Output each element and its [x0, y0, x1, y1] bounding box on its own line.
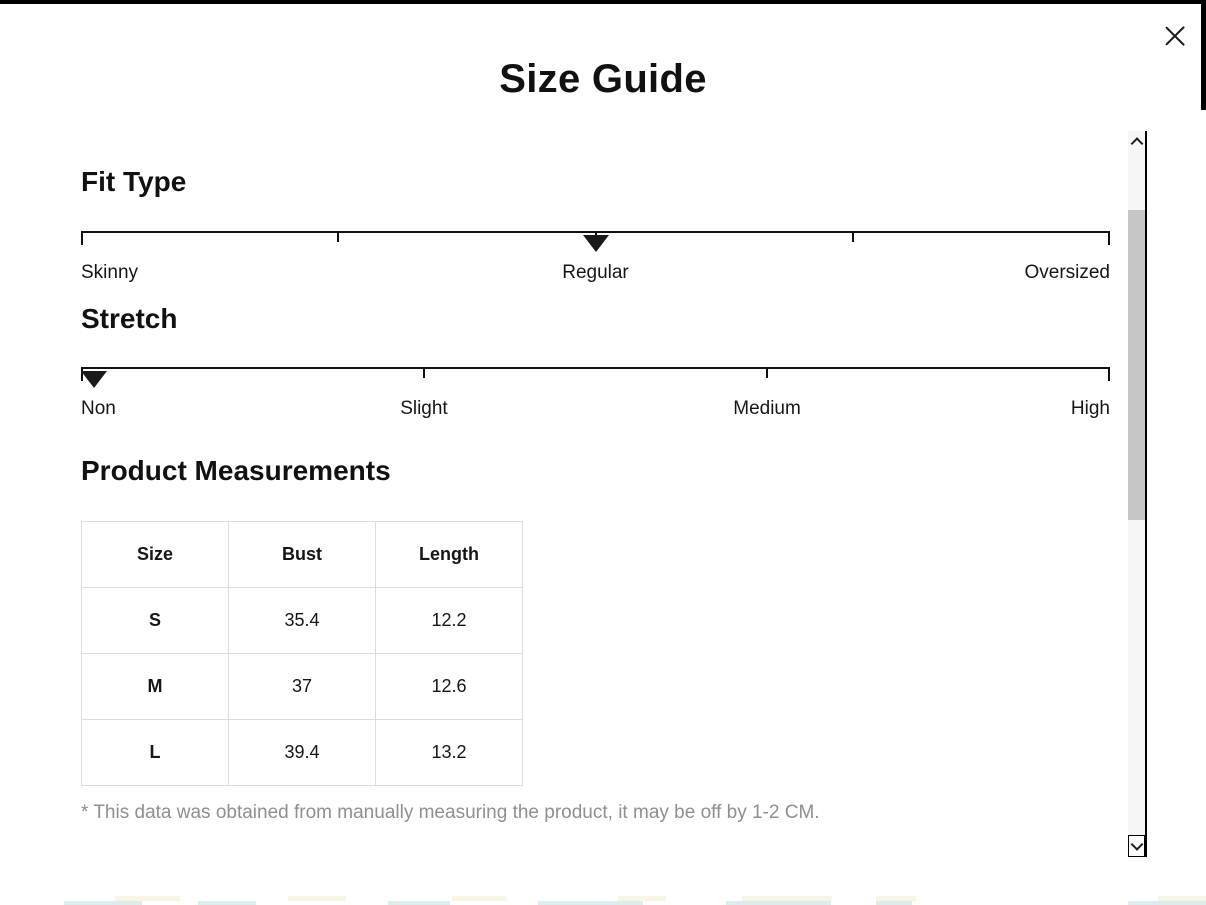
table-header-cell: Size	[81, 521, 229, 588]
measurements-table: Size Bust Length S 35.4 12.2 M 37 12.6 L 39.4 13.2	[81, 521, 523, 786]
background-fragment	[115, 896, 180, 901]
table-row: S 35.4 12.2	[81, 587, 523, 654]
table-cell: L	[81, 719, 229, 786]
product-measurements-heading: Product Measurements	[81, 455, 391, 486]
table-row: L 39.4 13.2	[81, 719, 523, 786]
scale-tick	[422, 369, 425, 378]
scroll-down-button[interactable]	[1128, 835, 1145, 857]
scrollbar-track[interactable]	[1128, 131, 1147, 857]
background-fragment	[876, 901, 912, 905]
table-header-cell: Bust	[228, 521, 376, 588]
scale-label: Non	[81, 398, 116, 419]
stretch-heading: Stretch	[81, 303, 178, 334]
background-fragment	[876, 896, 916, 901]
background-fragment	[726, 901, 831, 905]
scale-marker-triangle	[582, 235, 609, 252]
background-fragment	[388, 901, 450, 905]
background-fragment	[452, 896, 507, 901]
stretch-scale-labels: Non Slight Medium High	[81, 398, 1110, 424]
chevron-up-icon	[1130, 137, 1143, 150]
fit-type-scale	[81, 231, 1110, 252]
background-fragment	[198, 901, 256, 905]
scale-tick	[337, 233, 340, 242]
scroll-up-button[interactable]	[1128, 131, 1145, 153]
scale-tick	[766, 369, 769, 378]
background-fragment	[1128, 901, 1206, 905]
background-fragment	[618, 896, 666, 901]
table-header-cell: Length	[375, 521, 523, 588]
scale-label: Regular	[562, 262, 629, 283]
fit-type-scale-labels: Skinny Regular Oversized	[81, 262, 1110, 288]
table-cell: 13.2	[375, 719, 523, 786]
background-fragment	[288, 896, 346, 901]
scale-tick	[1108, 369, 1110, 381]
table-cell: 37	[228, 653, 376, 720]
scale-label: Skinny	[81, 262, 139, 283]
page-top-edge	[0, 0, 1206, 4]
background-fragment	[64, 901, 142, 905]
background-fragment	[742, 896, 832, 901]
scale-label: Slight	[400, 398, 448, 419]
scale-label: High	[1070, 398, 1110, 419]
scrollbar-thumb[interactable]	[1128, 210, 1145, 520]
table-header-row: Size Bust Length	[81, 521, 523, 588]
background-fragment	[1158, 896, 1206, 901]
table-cell: 12.6	[375, 653, 523, 720]
chevron-down-icon	[1130, 838, 1143, 851]
fit-type-heading: Fit Type	[81, 166, 187, 197]
table-cell: S	[81, 587, 229, 654]
modal-title: Size Guide	[499, 57, 707, 101]
scale-marker-triangle	[81, 371, 107, 388]
scale-tick	[81, 233, 83, 245]
table-cell: 39.4	[228, 719, 376, 786]
page-right-edge	[1201, 0, 1206, 110]
scale-label: Medium	[733, 398, 801, 419]
background-fragment	[538, 901, 643, 905]
table-row: M 37 12.6	[81, 653, 523, 720]
table-cell: 12.2	[375, 587, 523, 654]
table-cell: 35.4	[228, 587, 376, 654]
stretch-scale	[81, 367, 1110, 388]
scale-label: Oversized	[1024, 262, 1110, 283]
table-cell: M	[81, 653, 229, 720]
close-button[interactable]	[1158, 19, 1192, 53]
measurement-footnote: * This data was obtained from manually m…	[81, 802, 820, 823]
scale-tick	[1108, 233, 1110, 245]
scale-tick	[851, 233, 854, 242]
